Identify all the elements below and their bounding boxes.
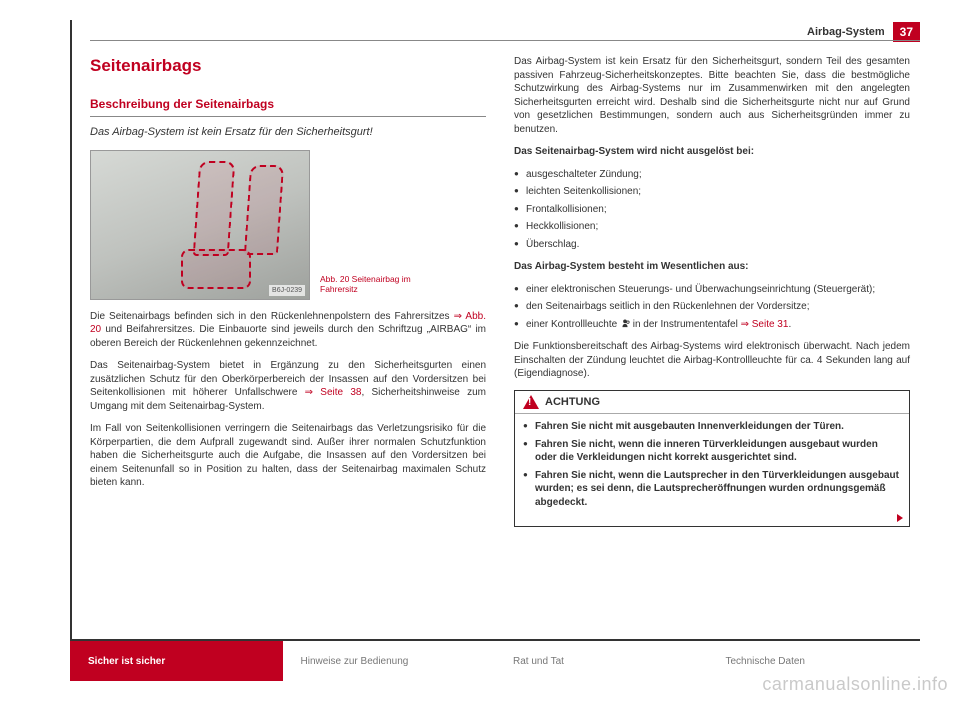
list-item: Heckkollisionen; — [514, 220, 910, 234]
list-item: Fahren Sie nicht mit ausgebauten Innenve… — [523, 420, 901, 434]
page-content: Seitenairbags Beschreibung der Seitenair… — [90, 55, 910, 527]
heading-1: Seitenairbags — [90, 55, 486, 78]
warning-title: ACHTUNG — [545, 395, 600, 410]
heading-rule — [90, 116, 486, 117]
airbag-outline-passenger-back — [244, 165, 284, 255]
airbag-outline-driver-cushion — [181, 249, 251, 289]
tab-sicher[interactable]: Sicher ist sicher — [70, 641, 283, 681]
bullet-list: einer elektronischen Steuerungs- und Übe… — [514, 283, 910, 332]
airbag-indicator-icon — [620, 318, 630, 328]
warning-list: Fahren Sie nicht mit ausgebauten Innenve… — [523, 420, 901, 509]
tab-label: Hinweise zur Bedienung — [301, 656, 409, 667]
column-left: Seitenairbags Beschreibung der Seitenair… — [90, 55, 486, 527]
list-item: Frontalkollisionen; — [514, 203, 910, 217]
figure-code: B6J-0239 — [269, 285, 305, 296]
text: . — [788, 319, 791, 330]
heading-2: Beschreibung der Seitenairbags — [90, 96, 486, 112]
cross-ref: ⇒ Seite 38 — [305, 387, 362, 398]
airbag-outline-driver-back — [193, 161, 236, 256]
tab-hinweise[interactable]: Hinweise zur Bedienung — [283, 641, 496, 681]
list-item: den Seitenairbags seitlich in den Rücken… — [514, 300, 910, 314]
figure-20: B6J-0239 — [90, 150, 310, 300]
text: einer Kontrollleuchte — [526, 319, 620, 330]
paragraph: Das Seitenairbag-System bietet in Ergänz… — [90, 359, 486, 413]
paragraph: Die Funktionsbereitschaft des Airbag-Sys… — [514, 340, 910, 381]
cross-ref: ⇒ Seite 31 — [741, 319, 789, 330]
tab-label: Sicher ist sicher — [88, 656, 165, 667]
bullet-list: ausgeschalteter Zündung; leichten Seiten… — [514, 168, 910, 252]
list-item: leichten Seitenkollisionen; — [514, 185, 910, 199]
list-item: einer elektronischen Steuerungs- und Übe… — [514, 283, 910, 297]
tab-rat[interactable]: Rat und Tat — [495, 641, 708, 681]
warning-box: ACHTUNG Fahren Sie nicht mit ausgebauten… — [514, 390, 910, 528]
text: Die Seitenairbags befinden sich in den R… — [90, 311, 454, 322]
text: in der Instrumententafel — [630, 319, 741, 330]
column-right: Das Airbag-System ist kein Ersatz für de… — [514, 55, 910, 527]
paragraph: Im Fall von Seitenkollisionen verringern… — [90, 422, 486, 490]
list-title: Das Seitenairbag-System wird nicht ausge… — [514, 145, 910, 159]
watermark: carmanualsonline.info — [762, 674, 948, 695]
tab-label: Rat und Tat — [513, 656, 564, 667]
warning-body: Fahren Sie nicht mit ausgebauten Innenve… — [515, 414, 909, 526]
warning-header: ACHTUNG — [515, 391, 909, 415]
list-title: Das Airbag-System besteht im Wesentliche… — [514, 260, 910, 274]
paragraph: Das Airbag-System ist kein Ersatz für de… — [514, 55, 910, 136]
list-item: einer Kontrollleuchte in der Instrumente… — [514, 318, 910, 332]
figure-caption: Abb. 20 Seitenairbag im Fahrersitz — [320, 274, 430, 300]
list-item: Fahren Sie nicht, wenn die Lautsprecher … — [523, 469, 901, 510]
tab-label: Technische Daten — [726, 656, 806, 667]
list-item: Überschlag. — [514, 238, 910, 252]
list-item: Fahren Sie nicht, wenn die inneren Türve… — [523, 438, 901, 465]
continued-arrow-icon — [897, 514, 903, 522]
warning-triangle-icon — [523, 395, 539, 409]
paragraph: Die Seitenairbags befinden sich in den R… — [90, 310, 486, 351]
list-item: ausgeschalteter Zündung; — [514, 168, 910, 182]
text: und Beifahrersitzes. Die Einbauorte sind… — [90, 324, 486, 349]
figure-row: B6J-0239 Abb. 20 Seitenairbag im Fahrers… — [90, 150, 486, 300]
subtitle: Das Airbag-System ist kein Ersatz für de… — [90, 125, 486, 140]
